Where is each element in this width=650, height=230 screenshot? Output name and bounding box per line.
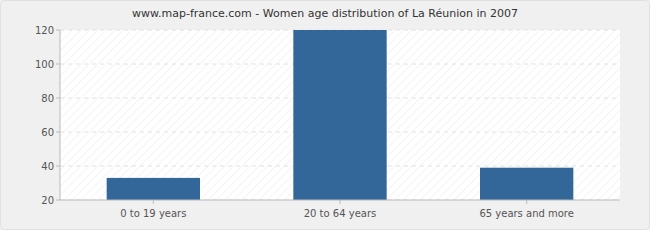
bar [480,168,573,200]
y-tick-label: 120 [35,25,54,36]
tick-mark [56,166,60,167]
y-tick-label: 80 [41,93,54,104]
grid-line [60,200,620,201]
x-tick-label: 20 to 64 years [304,208,377,219]
x-tick-label: 0 to 19 years [120,208,186,219]
tick-mark [56,64,60,65]
bar [293,30,386,200]
tick-mark [56,200,60,201]
chart: www.map-france.com - Women age distribut… [0,0,650,230]
x-axis [60,200,620,201]
y-tick-label: 40 [41,161,54,172]
y-axis [60,30,61,200]
y-tick-label: 60 [41,127,54,138]
bars [107,30,574,200]
bar [107,178,200,200]
y-tick-label: 100 [35,59,54,70]
chart-container: www.map-france.com - Women age distribut… [0,0,650,230]
x-tick-label: 65 years and more [479,208,574,219]
y-tick-label: 20 [41,195,54,206]
tick-mark [56,30,60,31]
tick-mark [56,132,60,133]
background [1,1,650,230]
title: www.map-france.com - Women age distribut… [132,7,518,20]
plot-area [60,30,620,200]
x-tick-mark [526,200,527,204]
tick-mark [56,98,60,99]
x-tick-mark [153,200,154,204]
x-tick-mark [340,200,341,204]
